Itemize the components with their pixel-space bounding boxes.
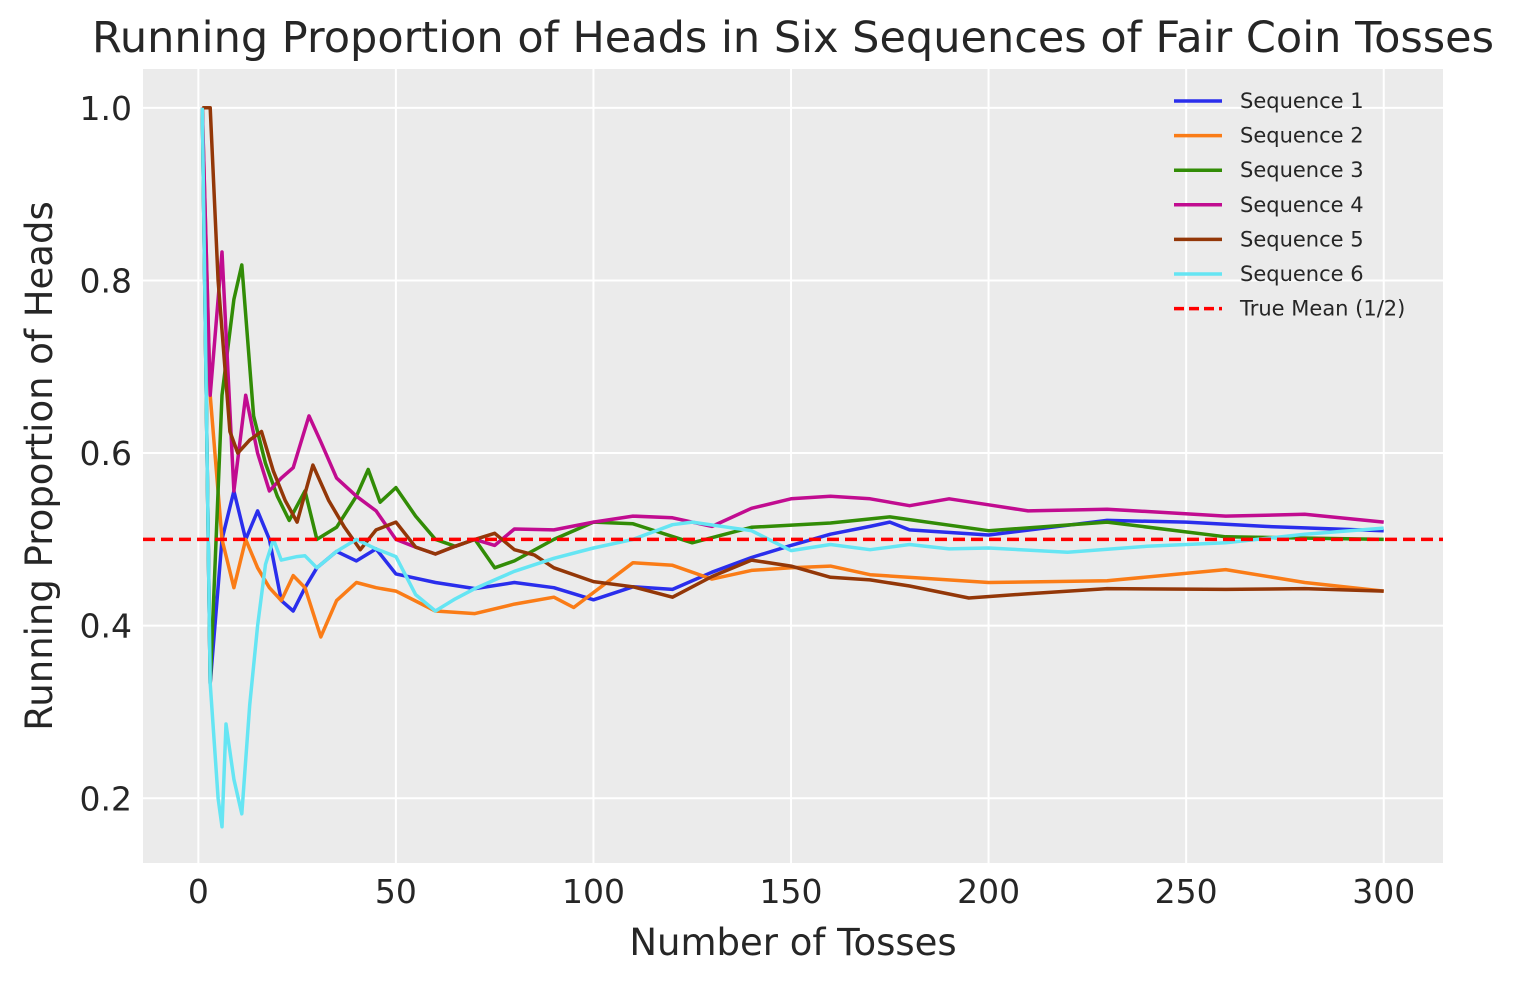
legend-label: True Mean (1/2): [1239, 297, 1405, 321]
y-tick-label: 1.0: [80, 89, 132, 128]
legend-label: Sequence 3: [1240, 158, 1364, 182]
series-line-3: [200, 107, 1384, 686]
series-line-1: [200, 107, 1384, 686]
y-tick-label: 0.6: [80, 434, 132, 473]
grid-lines: [143, 69, 1443, 863]
x-tick-label: 0: [188, 872, 209, 911]
x-tick-label: 50: [375, 872, 417, 911]
x-tick-label: 150: [760, 872, 823, 911]
x-tick-label: 300: [1352, 872, 1415, 911]
x-axis-title: Number of Tosses: [629, 921, 956, 964]
series-line-4: [200, 107, 1384, 556]
x-tick-label: 100: [562, 872, 625, 911]
series-line-6: [200, 107, 1384, 829]
x-tick-label: 200: [957, 872, 1020, 911]
legend-label: Sequence 5: [1240, 227, 1364, 251]
legend-label: Sequence 6: [1240, 262, 1364, 286]
legend-label: Sequence 4: [1240, 193, 1364, 217]
y-tick-label: 0.2: [80, 779, 132, 818]
legend-label: Sequence 1: [1240, 89, 1364, 113]
series-line-2: [200, 107, 1384, 639]
legend: Sequence 1 Sequence 2 Sequence 3 Sequence 4…: [1174, 89, 1405, 321]
y-axis-title: Running Proportion of Heads: [18, 201, 61, 731]
y-tick-label: 0.8: [80, 261, 132, 300]
x-tick-label: 250: [1155, 872, 1218, 911]
y-tick-label: 0.4: [80, 607, 132, 646]
chart-title: Running Proportion of Heads in Six Seque…: [92, 13, 1494, 63]
y-tick-labels: 0.2 0.4 0.6 0.8 1.0: [80, 89, 132, 818]
plot-background: [143, 69, 1443, 863]
legend-label: Sequence 2: [1240, 124, 1364, 148]
x-tick-labels: 0 50 100 150 200 250 300: [188, 872, 1415, 911]
